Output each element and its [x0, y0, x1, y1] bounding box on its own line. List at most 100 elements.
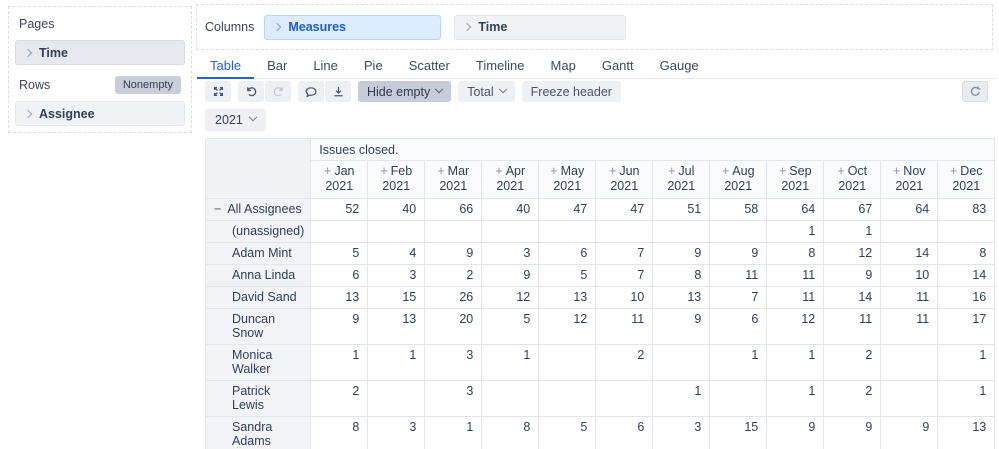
column-header-jan-2021[interactable]: + Jan 2021: [310, 160, 369, 199]
pivot-cell[interactable]: 3: [424, 344, 483, 381]
column-header-dec-2021[interactable]: + Dec 2021: [937, 160, 996, 199]
pivot-cell[interactable]: 7: [595, 264, 654, 287]
expand-button[interactable]: [205, 81, 231, 102]
pivot-cell[interactable]: 58: [709, 198, 768, 221]
redo-button[interactable]: [265, 81, 291, 102]
pivot-cell[interactable]: 14: [823, 286, 882, 309]
pivot-cell[interactable]: [367, 380, 426, 417]
expand-plus-icon[interactable]: +: [837, 164, 845, 178]
refresh-button[interactable]: [962, 81, 988, 102]
pivot-cell[interactable]: 13: [367, 308, 426, 345]
pivot-cell[interactable]: 64: [880, 198, 939, 221]
row-header-david-sand[interactable]: David Sand: [204, 286, 312, 309]
pivot-cell[interactable]: [880, 344, 939, 381]
column-header-oct-2021[interactable]: + Oct 2021: [823, 160, 882, 199]
column-header-may-2021[interactable]: + May 2021: [538, 160, 597, 199]
pivot-cell[interactable]: 16: [937, 286, 996, 309]
pivot-cell[interactable]: 11: [709, 264, 768, 287]
pivot-cell[interactable]: 11: [766, 286, 825, 309]
pivot-cell[interactable]: 11: [880, 286, 939, 309]
row-header-patrick-lewis[interactable]: Patrick Lewis: [204, 380, 312, 417]
pivot-cell[interactable]: [367, 220, 426, 243]
column-header-mar-2021[interactable]: + Mar 2021: [424, 160, 483, 199]
pivot-cell[interactable]: 2: [424, 264, 483, 287]
pivot-cell[interactable]: 8: [766, 242, 825, 265]
total-button[interactable]: Total: [458, 81, 515, 102]
pivot-cell[interactable]: 1: [937, 380, 996, 417]
pivot-cell[interactable]: 2: [310, 380, 369, 417]
pivot-cell[interactable]: 12: [538, 308, 597, 345]
download-button[interactable]: [325, 81, 351, 102]
pivot-cell[interactable]: 15: [709, 416, 768, 449]
expand-plus-icon[interactable]: +: [949, 164, 958, 178]
pivot-cell[interactable]: 47: [595, 198, 654, 221]
tab-pie[interactable]: Pie: [363, 58, 383, 73]
pivot-cell[interactable]: 1: [937, 344, 996, 381]
pivot-cell[interactable]: 1: [652, 380, 711, 417]
pivot-cell[interactable]: [538, 344, 597, 381]
pivot-cell[interactable]: [937, 220, 996, 243]
pivot-cell[interactable]: 64: [766, 198, 825, 221]
pivot-cell[interactable]: 2: [823, 380, 882, 417]
field-chip-time-columns[interactable]: Time: [454, 14, 627, 40]
pivot-cell[interactable]: 14: [937, 264, 996, 287]
pivot-cell[interactable]: 8: [310, 416, 369, 449]
year-dropdown[interactable]: 2021: [205, 109, 266, 131]
column-header-jul-2021[interactable]: + Jul 2021: [652, 160, 711, 199]
pivot-cell[interactable]: 6: [538, 242, 597, 265]
pivot-cell[interactable]: 10: [595, 286, 654, 309]
pivot-cell[interactable]: [709, 380, 768, 417]
pivot-cell[interactable]: 6: [709, 308, 768, 345]
pivot-cell[interactable]: 10: [880, 264, 939, 287]
pivot-cell[interactable]: 17: [937, 308, 996, 345]
pivot-cell[interactable]: 1: [766, 344, 825, 381]
field-chip-measures[interactable]: Measures: [264, 14, 442, 40]
pivot-cell[interactable]: 9: [481, 264, 540, 287]
tab-gauge[interactable]: Gauge: [659, 58, 699, 73]
pivot-cell[interactable]: [595, 220, 654, 243]
pivot-cell[interactable]: 13: [652, 286, 711, 309]
column-header-sep-2021[interactable]: + Sep 2021: [766, 160, 825, 199]
pivot-cell[interactable]: 67: [823, 198, 882, 221]
pivot-cell[interactable]: 8: [937, 242, 996, 265]
collapse-minus-icon[interactable]: −: [214, 202, 222, 216]
pivot-cell[interactable]: 13: [538, 286, 597, 309]
tab-line[interactable]: Line: [313, 58, 338, 73]
tab-table[interactable]: Table: [197, 56, 255, 79]
row-header-unassigned[interactable]: (unassigned): [204, 220, 312, 243]
pivot-cell[interactable]: 12: [823, 242, 882, 265]
expand-plus-icon[interactable]: +: [380, 164, 388, 178]
pivot-cell[interactable]: 2: [595, 344, 654, 381]
pivot-cell[interactable]: 26: [424, 286, 483, 309]
expand-plus-icon[interactable]: +: [495, 164, 503, 178]
pivot-cell[interactable]: 9: [652, 308, 711, 345]
pivot-cell[interactable]: 7: [595, 242, 654, 265]
pivot-cell[interactable]: 8: [652, 264, 711, 287]
pivot-cell[interactable]: 15: [367, 286, 426, 309]
pivot-cell[interactable]: [880, 220, 939, 243]
pivot-cell[interactable]: 11: [766, 264, 825, 287]
comment-button[interactable]: [298, 81, 324, 102]
pivot-cell[interactable]: 14: [880, 242, 939, 265]
expand-plus-icon[interactable]: +: [721, 164, 730, 178]
pivot-cell[interactable]: 11: [880, 308, 939, 345]
pivot-cell[interactable]: 66: [424, 198, 483, 221]
pivot-cell[interactable]: 1: [766, 380, 825, 417]
pivot-cell[interactable]: 5: [310, 242, 369, 265]
pivot-cell[interactable]: [481, 220, 540, 243]
pivot-cell[interactable]: 7: [709, 286, 768, 309]
expand-plus-icon[interactable]: +: [437, 164, 445, 178]
pivot-cell[interactable]: 1: [709, 344, 768, 381]
pivot-cell[interactable]: 12: [481, 286, 540, 309]
pivot-cell[interactable]: 3: [367, 264, 426, 287]
pivot-cell[interactable]: [481, 380, 540, 417]
expand-plus-icon[interactable]: +: [550, 164, 558, 178]
pivot-cell[interactable]: 3: [652, 416, 711, 449]
nonempty-badge[interactable]: Nonempty: [114, 76, 181, 94]
pivot-cell[interactable]: 3: [367, 416, 426, 449]
pivot-cell[interactable]: 9: [766, 416, 825, 449]
undo-button[interactable]: [238, 81, 264, 102]
expand-plus-icon[interactable]: +: [324, 164, 332, 178]
field-chip-time-pages[interactable]: Time: [15, 40, 185, 65]
pivot-cell[interactable]: 51: [652, 198, 711, 221]
